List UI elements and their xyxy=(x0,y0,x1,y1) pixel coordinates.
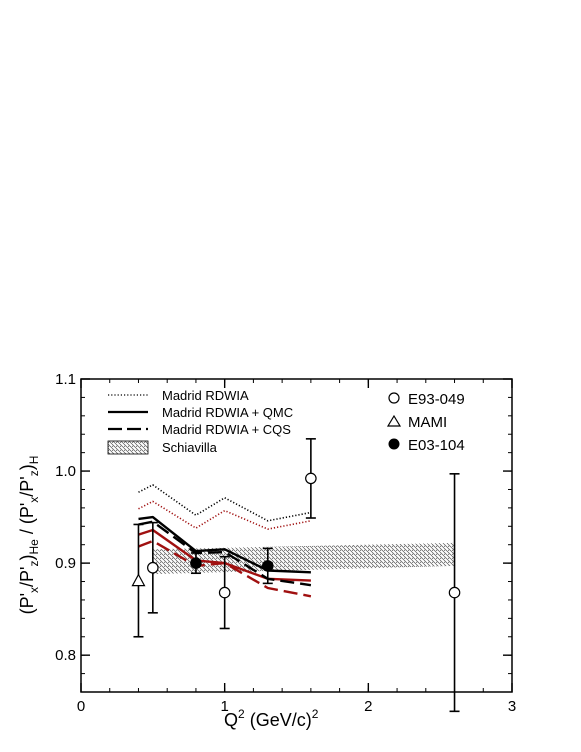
curve-solid-black xyxy=(138,515,311,574)
legend-marker-open-triangle xyxy=(386,414,402,427)
legend-label-schiavilla: Schiavilla xyxy=(162,440,218,455)
marker-open-triangle xyxy=(131,573,146,587)
x-tick-label: 0 xyxy=(77,698,85,715)
curve-solid-red xyxy=(138,528,311,582)
curve-dashed-red xyxy=(138,539,312,598)
data-point-e93-049 xyxy=(218,555,231,630)
marker-filled-circle xyxy=(190,557,202,569)
curve-dotted-black xyxy=(138,484,312,522)
y-tick-label: 1.0 xyxy=(55,463,76,480)
data-point-e93-049 xyxy=(448,473,461,713)
data-point-e03-104 xyxy=(190,552,202,575)
data-point-e03-104 xyxy=(261,547,274,585)
svg-text:(P'x/P'z)He / (P'x/P'z)H: (P'x/P'z)He / (P'x/P'z)H xyxy=(17,456,41,615)
legend-label-e93-049: E93-049 xyxy=(408,391,465,408)
curve-dotted-red xyxy=(138,500,312,530)
legend-right: E93-049 MAMI E03-104 xyxy=(386,391,465,454)
marker-open-circle xyxy=(305,472,317,485)
data-point-layer xyxy=(131,438,461,713)
legend-label-mami: MAMI xyxy=(408,414,447,431)
legend-left: Madrid RDWIA Madrid RDWIA + QMC Madrid R… xyxy=(107,388,293,455)
data-point-mami xyxy=(131,523,146,638)
plot-frame xyxy=(80,378,513,693)
x-tick-label: 3 xyxy=(508,698,516,715)
y-tick-label: 0.8 xyxy=(55,647,76,664)
marker-open-circle xyxy=(448,586,461,599)
marker-open-circle xyxy=(147,561,159,574)
y-tick-label: 0.9 xyxy=(55,555,76,572)
legend-label-madrid-rdwia-cqs: Madrid RDWIA + CQS xyxy=(162,422,291,437)
y-tick-label: 1.1 xyxy=(55,371,76,388)
legend-label-madrid-rdwia: Madrid RDWIA xyxy=(162,388,249,403)
data-point-e93-049 xyxy=(147,521,159,614)
y-axis-label: (P'x/P'z)He / (P'x/P'z)H xyxy=(17,456,41,615)
legend-swatch-hatched xyxy=(107,440,149,455)
axis-tick-labels: 0 1 2 3 0.8 0.9 1.0 1.1 xyxy=(55,371,516,715)
marker-filled-circle xyxy=(261,560,274,572)
legend-marker-open-circle xyxy=(388,392,400,404)
legend-label-madrid-rdwia-qmc: Madrid RDWIA + QMC xyxy=(162,405,293,420)
data-point-e93-049 xyxy=(305,438,317,519)
axis-ticks xyxy=(80,378,513,693)
x-axis-label: Q2 (GeV/c)2 xyxy=(224,707,319,730)
legend-marker-filled-circle xyxy=(388,438,400,450)
marker-open-circle xyxy=(218,586,231,599)
x-tick-label: 2 xyxy=(364,698,372,715)
legend-label-e03-104: E03-104 xyxy=(408,437,465,454)
x-tick-label: 1 xyxy=(220,698,228,715)
